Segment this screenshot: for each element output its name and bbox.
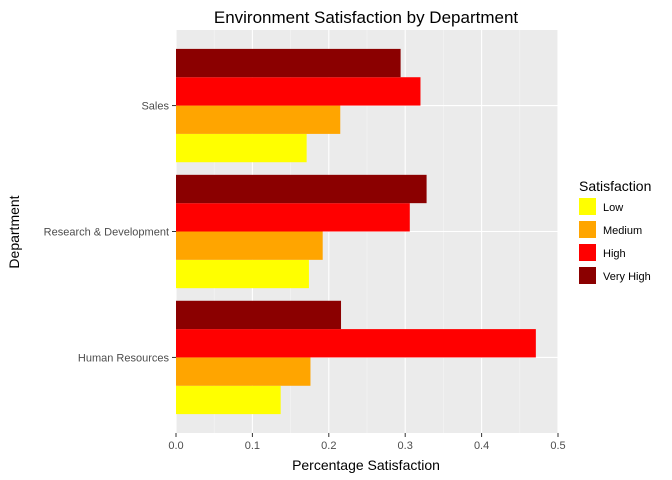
bar bbox=[176, 77, 421, 106]
bar bbox=[176, 174, 427, 204]
legend-key bbox=[579, 221, 596, 238]
bar bbox=[176, 357, 311, 386]
x-tick-label: 0.0 bbox=[168, 440, 183, 452]
legend-key bbox=[579, 267, 596, 284]
legend: Satisfaction Low Medium High Very High bbox=[579, 178, 651, 284]
legend-title: Satisfaction bbox=[579, 178, 651, 194]
legend-label: Low bbox=[603, 202, 623, 214]
bar bbox=[176, 231, 323, 260]
bar bbox=[176, 329, 536, 358]
x-axis-title: Percentage Satisfaction bbox=[292, 457, 440, 473]
bar bbox=[176, 259, 309, 289]
y-axis-title: Department bbox=[6, 195, 22, 268]
x-tick-label: 0.3 bbox=[398, 440, 413, 452]
x-tick-label: 0.5 bbox=[550, 440, 565, 452]
bar bbox=[176, 300, 342, 330]
x-axis: 0.0 0.1 0.2 0.3 0.4 0.5 bbox=[168, 433, 566, 452]
x-tick-label: 0.2 bbox=[321, 440, 336, 452]
legend-label: Very High bbox=[603, 271, 651, 283]
legend-label: Medium bbox=[603, 225, 642, 237]
bar bbox=[176, 385, 281, 415]
legend-key bbox=[579, 198, 596, 215]
x-tick-label: 0.1 bbox=[245, 440, 260, 452]
chart-title: Environment Satisfaction by Department bbox=[214, 8, 519, 27]
y-axis: Human Resources Research & Development Sal… bbox=[44, 101, 176, 364]
bar bbox=[176, 105, 341, 134]
y-tick-label: Sales bbox=[141, 101, 169, 113]
legend-label: High bbox=[603, 248, 626, 260]
x-tick-label: 0.4 bbox=[474, 440, 489, 452]
bar bbox=[176, 48, 401, 78]
legend-key bbox=[579, 244, 596, 261]
bar bbox=[176, 203, 410, 232]
bar bbox=[176, 133, 307, 163]
bars bbox=[176, 48, 536, 415]
y-tick-label: Research & Development bbox=[44, 227, 169, 239]
y-tick-label: Human Resources bbox=[78, 352, 170, 364]
